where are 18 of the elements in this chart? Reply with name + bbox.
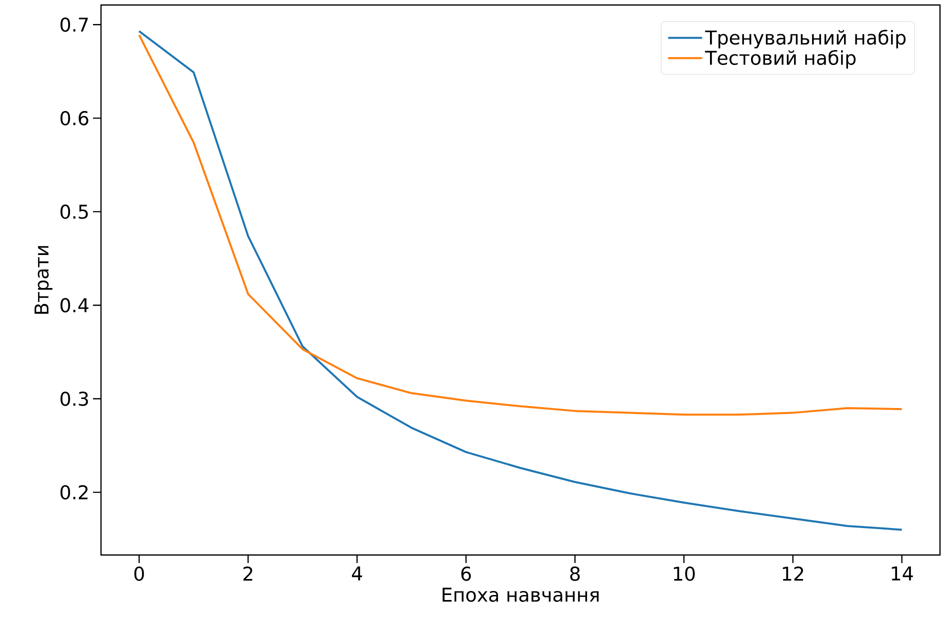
y-tick-label: 0.7 xyxy=(60,17,88,32)
legend-label: Тестовий набір xyxy=(705,50,856,69)
x-tick-label: 6 xyxy=(461,566,471,581)
x-tick-label: 14 xyxy=(892,566,913,580)
x-tick-label: 4 xyxy=(352,566,362,580)
x-tick-label: 0 xyxy=(134,566,144,581)
x-axis-title: Епоха навчання xyxy=(442,588,599,602)
y-axis-title: Втрати xyxy=(34,246,52,314)
x-tick-label: 8 xyxy=(570,566,580,581)
y-tick-label: 0.3 xyxy=(60,392,88,406)
y-tick-label: 0.4 xyxy=(60,298,88,312)
x-tick-label: 10 xyxy=(674,566,695,581)
legend-label: Тренувальний набір xyxy=(705,30,906,48)
y-tick-label: 0.5 xyxy=(60,204,88,219)
x-tick-label: 12 xyxy=(782,566,804,581)
x-tick-label: 2 xyxy=(243,566,252,581)
y-tick-label: 0.6 xyxy=(60,110,88,126)
y-tick-label: 0.2 xyxy=(60,485,88,500)
